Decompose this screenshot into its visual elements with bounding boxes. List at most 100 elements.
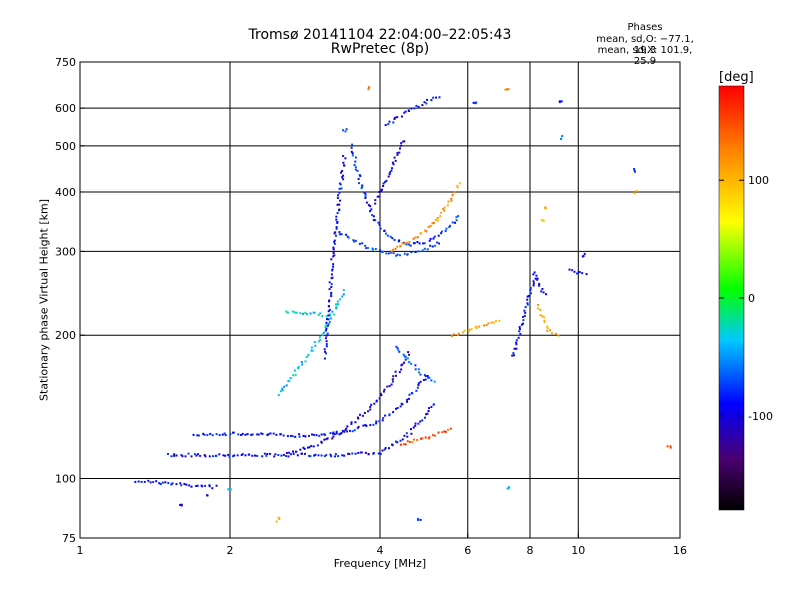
echo-point — [400, 368, 403, 371]
echo-point — [279, 433, 282, 436]
echo-point — [305, 356, 308, 359]
echo-point — [400, 142, 403, 145]
echo-point — [391, 378, 394, 381]
echo-point — [289, 434, 292, 437]
echo-point — [451, 193, 454, 196]
echo-point — [196, 484, 199, 487]
echo-point — [414, 236, 417, 239]
echo-point — [224, 434, 227, 437]
echo-point — [369, 405, 372, 408]
echo-point — [390, 250, 393, 253]
echo-point — [269, 452, 272, 455]
echo-point — [325, 345, 328, 348]
echo-point — [323, 348, 326, 351]
echo-point — [314, 453, 317, 456]
echo-point — [391, 237, 394, 240]
echo-point — [429, 224, 432, 227]
echo-point — [404, 356, 407, 358]
echo-point — [365, 247, 368, 250]
echo-point — [423, 101, 426, 104]
echo-point — [228, 488, 231, 491]
echo-point — [161, 481, 164, 484]
echo-point — [439, 215, 442, 218]
echo-point — [457, 215, 460, 218]
echo-point — [403, 140, 406, 143]
echo-point — [387, 252, 390, 255]
echo-point — [412, 237, 415, 240]
echo-point — [540, 219, 543, 222]
echo-point — [300, 361, 303, 364]
echo-point — [211, 487, 214, 490]
echo-point — [462, 331, 465, 334]
echo-point — [297, 365, 300, 368]
echo-point — [522, 316, 524, 318]
echo-point — [583, 252, 586, 255]
echo-point — [455, 216, 458, 219]
echo-point — [440, 230, 443, 233]
echo-point — [412, 438, 415, 441]
echo-point — [332, 252, 335, 254]
echo-point — [485, 324, 488, 327]
echo-point — [310, 445, 313, 447]
echo-point — [390, 169, 393, 172]
colorbar-tick-label: 100 — [748, 174, 769, 187]
echo-point — [426, 412, 429, 415]
echo-point — [195, 454, 198, 457]
echo-point — [388, 173, 391, 176]
echo-point — [299, 312, 302, 315]
echo-point — [285, 310, 288, 313]
echo-point — [396, 151, 399, 154]
echo-point — [515, 343, 518, 346]
echo-point — [419, 380, 422, 383]
echo-point — [342, 178, 345, 181]
echo-point — [413, 107, 416, 110]
echo-point — [297, 367, 299, 370]
echo-point — [425, 102, 428, 105]
echo-point — [393, 156, 396, 159]
echo-point — [390, 383, 393, 386]
echo-point — [331, 276, 334, 279]
echo-point — [335, 227, 338, 230]
echo-point — [578, 271, 581, 274]
echo-point — [396, 407, 399, 409]
echo-point — [416, 241, 419, 243]
echo-point — [540, 290, 543, 293]
echo-point — [304, 311, 307, 314]
echo-point — [396, 347, 399, 350]
echo-point — [449, 224, 452, 227]
echo-point — [404, 110, 407, 113]
echo-point — [280, 454, 283, 457]
echo-point — [311, 433, 313, 436]
echo-point — [318, 336, 321, 339]
echo-point — [535, 274, 538, 277]
echo-point — [382, 182, 385, 185]
echo-point — [513, 347, 516, 350]
echo-point — [405, 432, 408, 435]
echo-point — [475, 327, 478, 329]
y-tick-label: 750 — [55, 56, 76, 69]
echo-point — [441, 431, 444, 434]
echo-point — [354, 160, 357, 163]
echo-point — [361, 184, 364, 187]
echo-point — [459, 182, 462, 185]
echo-point — [357, 425, 360, 428]
echo-point — [356, 427, 359, 430]
echo-point — [337, 455, 340, 458]
echo-point — [278, 517, 281, 520]
echo-point — [333, 254, 336, 257]
echo-point — [416, 236, 419, 239]
echo-point — [539, 314, 542, 316]
echo-point — [350, 422, 353, 425]
echo-point — [299, 448, 302, 451]
echo-point — [430, 99, 433, 102]
echo-point — [323, 331, 325, 334]
echo-point — [375, 422, 378, 425]
echo-point — [203, 433, 206, 436]
echo-point — [395, 407, 397, 410]
echo-point — [399, 254, 401, 257]
echo-point — [143, 480, 146, 483]
echo-point — [424, 378, 427, 381]
echo-point — [434, 244, 437, 247]
echo-point — [417, 382, 420, 385]
echo-point — [358, 182, 360, 185]
